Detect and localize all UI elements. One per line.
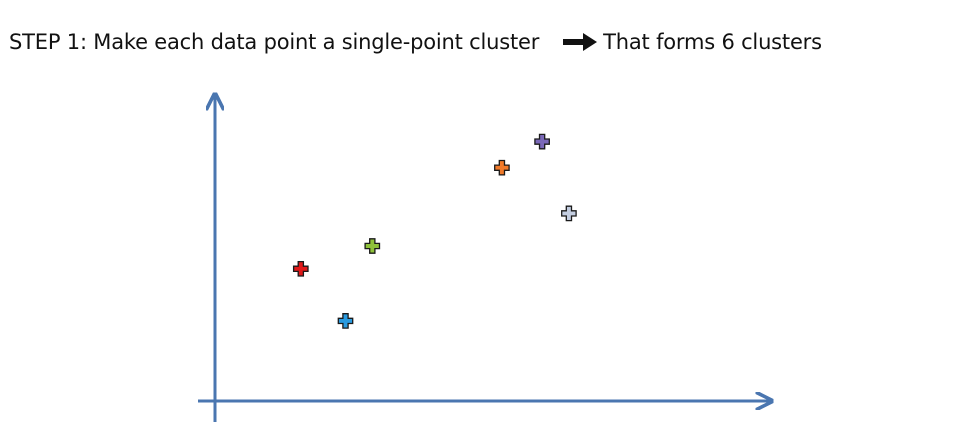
step-result: That forms 6 clusters [603,30,822,54]
step-label: STEP 1 [9,30,80,54]
data-point-1 [292,260,309,277]
right-arrow-icon [563,31,599,53]
data-point-6 [561,205,577,222]
data-points [292,133,577,329]
data-point-3 [364,238,381,254]
plot-axes [198,96,770,422]
step-instruction: : Make each data point a single-point cl… [79,30,540,54]
data-point-2 [337,313,354,329]
data-point-4 [494,159,510,176]
data-point-5 [534,133,550,150]
step-heading: STEP 1: Make each data point a single-po… [9,25,822,59]
